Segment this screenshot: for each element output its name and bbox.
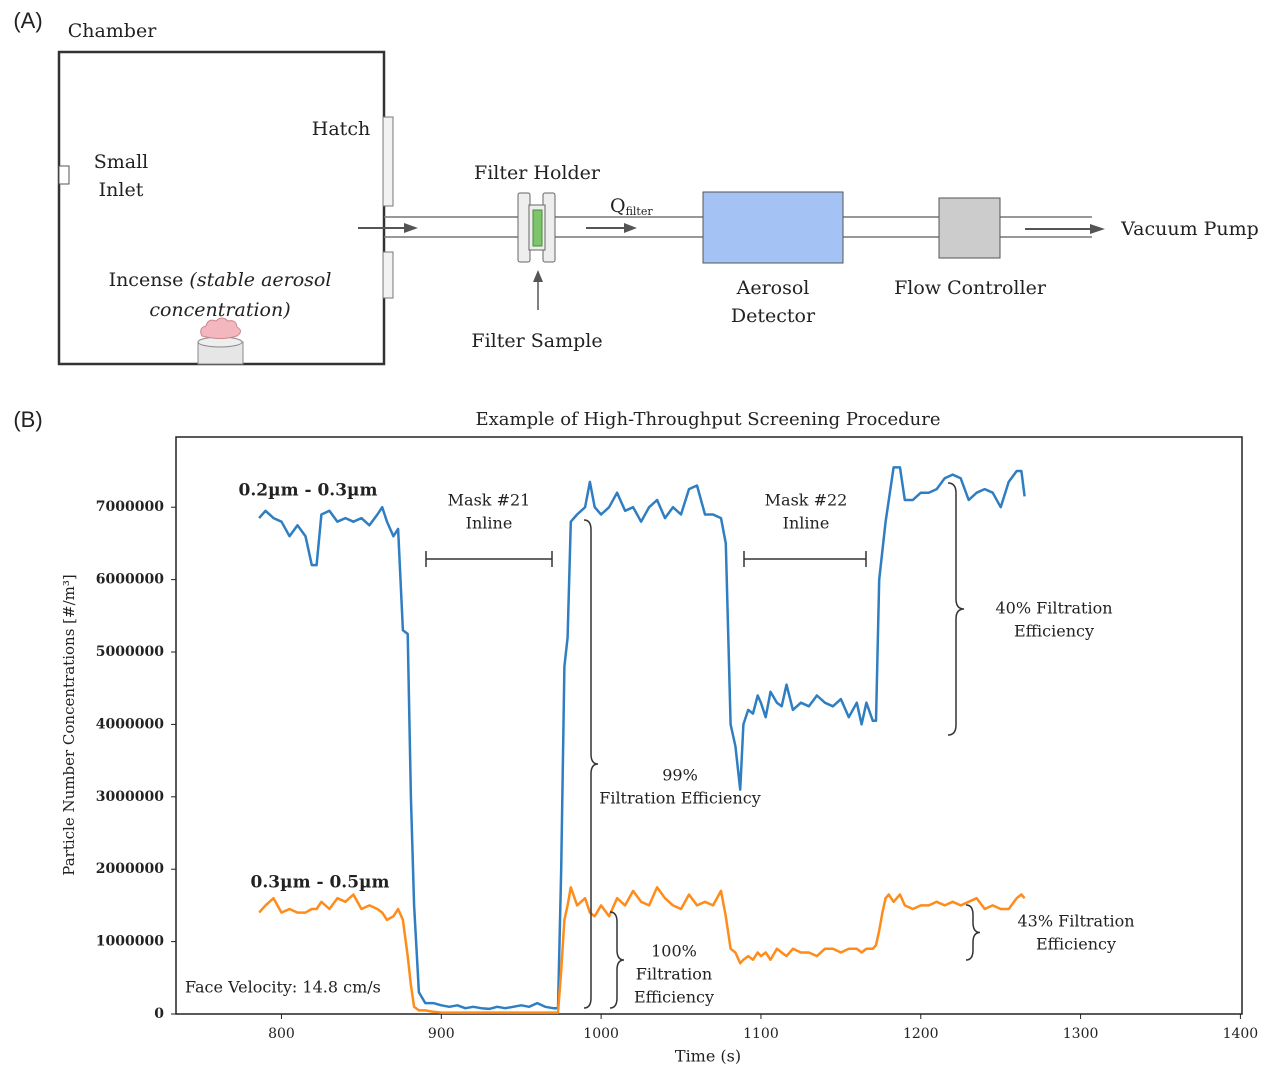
- annotation: 99%: [662, 766, 698, 785]
- annotation: Efficiency: [1014, 622, 1094, 641]
- flow-controller-label: Flow Controller: [894, 277, 1047, 299]
- annotation: 40% Filtration: [995, 599, 1112, 618]
- bracket: [426, 551, 552, 567]
- x-axis-label: Time (s): [675, 1047, 741, 1066]
- incense-note: (stable aerosol: [189, 269, 331, 291]
- y-tick-label: 3000000: [96, 789, 164, 805]
- flow-subscript: filter: [626, 205, 654, 218]
- small-inlet: [59, 166, 69, 184]
- chart-layer: 0 1000000 2000000 3000000 4000000 5000000 6000…: [96, 467, 1258, 1042]
- annotation: 100%: [651, 942, 697, 961]
- incense-smoke: [201, 318, 241, 339]
- flow-symbol: Q: [610, 195, 626, 217]
- x-tick-label: 1000: [583, 1026, 619, 1042]
- annotation: Mask #21: [448, 491, 531, 510]
- brace: [948, 483, 964, 735]
- figure: (A) Chamber Small Inlet Hatch Filter Hol…: [0, 0, 1270, 1068]
- chart-title: Example of High-Throughput Screening Pro…: [476, 409, 941, 430]
- arrow-head: [404, 223, 418, 233]
- annotation: Face Velocity: 14.8 cm/s: [185, 978, 381, 997]
- y-tick-label: 1000000: [96, 934, 164, 950]
- incense-name: Incense: [109, 269, 184, 291]
- arrow-head: [624, 223, 637, 233]
- annotation: Mask #22: [765, 491, 848, 510]
- annotation: 43% Filtration: [1017, 912, 1134, 931]
- x-tick-label: 800: [268, 1026, 295, 1042]
- detector-label: Detector: [731, 305, 816, 327]
- bracket: [744, 551, 866, 567]
- y-tick-label: 0: [154, 1006, 164, 1022]
- y-tick-label: 4000000: [96, 716, 164, 732]
- annotation: Inline: [466, 514, 513, 533]
- inlet-label: Inlet: [99, 179, 144, 201]
- y-axis-label: Particle Number Concentrations [#/m³]: [60, 574, 78, 875]
- filter-holder-label: Filter Holder: [474, 162, 601, 184]
- brace: [584, 520, 598, 1008]
- annotation: Inline: [783, 514, 830, 533]
- inlet-label: Small: [94, 151, 149, 173]
- series-line: [259, 467, 1025, 1009]
- hatch: [383, 117, 393, 206]
- annotation: Efficiency: [634, 988, 714, 1007]
- x-tick-label: 1400: [1223, 1026, 1259, 1042]
- series-label: 0.3µm - 0.5µm: [251, 873, 390, 893]
- annotation: Efficiency: [1036, 935, 1116, 954]
- hatch: [383, 252, 393, 298]
- arrow-head: [533, 270, 543, 282]
- x-tick-label: 1200: [903, 1026, 939, 1042]
- brace: [610, 912, 624, 1008]
- detector-label: Aerosol: [736, 277, 810, 299]
- filter-sample-label: Filter Sample: [471, 330, 602, 352]
- x-tick-label: 1100: [743, 1026, 779, 1042]
- y-tick-label: 5000000: [96, 644, 164, 660]
- filter-sample: [533, 210, 542, 246]
- y-tick-label: 2000000: [96, 861, 164, 877]
- flow-controller: [939, 198, 1000, 258]
- aerosol-detector: [703, 192, 843, 263]
- incense-label: Incense(stable aerosol: [109, 269, 332, 291]
- annotation: Filtration Efficiency: [599, 789, 761, 808]
- y-tick-label: 6000000: [96, 572, 164, 588]
- x-tick-label: 1300: [1063, 1026, 1099, 1042]
- y-tick-label: 7000000: [96, 499, 164, 515]
- flow-label: Qfilter: [610, 195, 653, 218]
- x-tick-label: 900: [428, 1026, 455, 1042]
- vacuum-pump-label: Vacuum Pump: [1120, 218, 1259, 240]
- incense-note: concentration): [149, 299, 290, 321]
- annotation: Filtration: [636, 965, 712, 984]
- panel-label: (A): [13, 8, 42, 33]
- arrow-head: [1090, 224, 1105, 234]
- brace: [966, 905, 980, 960]
- filter-holder: [518, 193, 530, 262]
- series-label: 0.2µm - 0.3µm: [239, 481, 378, 501]
- hatch-label: Hatch: [312, 118, 370, 140]
- panel-label: (B): [13, 407, 42, 432]
- chamber-label: Chamber: [68, 20, 158, 42]
